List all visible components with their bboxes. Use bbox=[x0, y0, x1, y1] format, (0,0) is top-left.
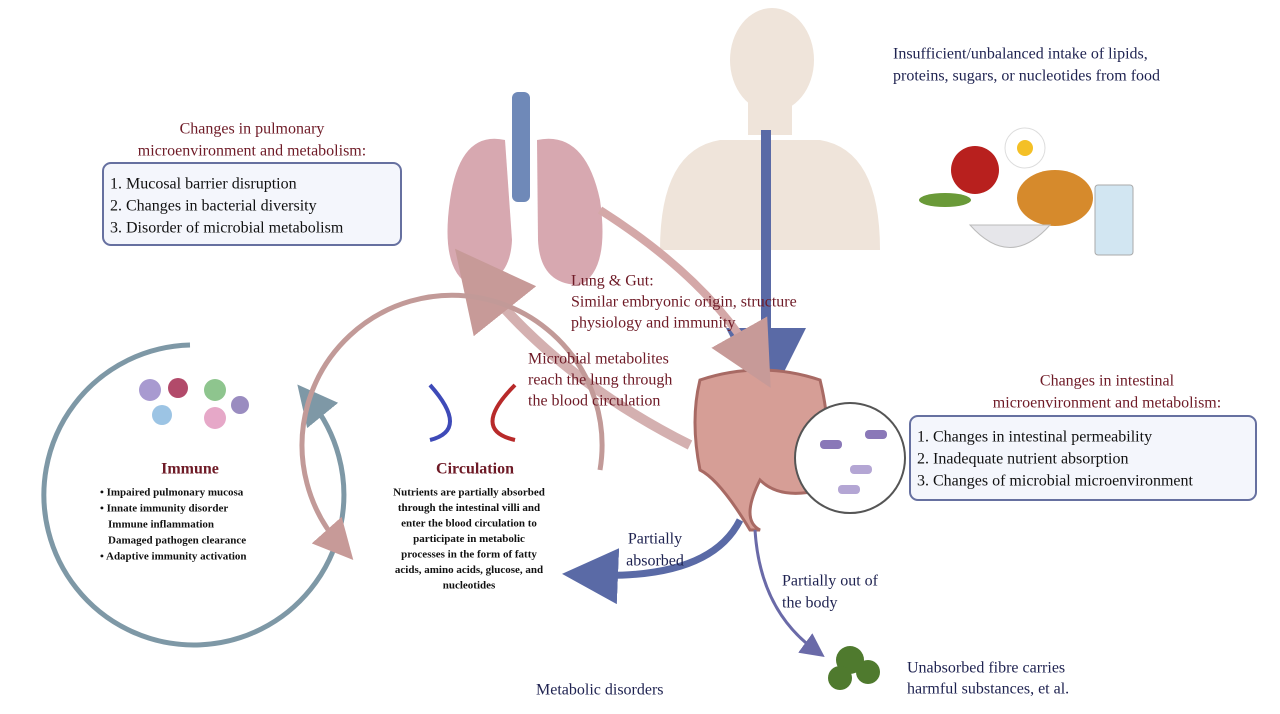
intestinal-item: 2. Inadequate nutrient absorption bbox=[917, 451, 1129, 468]
vessels bbox=[428, 383, 517, 442]
pulmonary-item: 1. Mucosal barrier disruption bbox=[110, 176, 297, 193]
circulation-line: Nutrients are partially absorbed bbox=[393, 487, 545, 499]
intestinal-item: 3. Changes of microbial microenvironment bbox=[917, 473, 1193, 490]
footer-label: Metabolic disorders bbox=[536, 682, 664, 699]
circulation-line: nucleotides bbox=[443, 580, 496, 592]
lungs bbox=[447, 92, 603, 285]
intestinal-box bbox=[909, 415, 1257, 501]
metabolites-text: Microbial metabolites bbox=[528, 351, 669, 368]
immune-title: Immune bbox=[161, 461, 219, 478]
circulation-cycle bbox=[299, 292, 605, 560]
immune-item: Immune inflammation bbox=[108, 519, 214, 531]
intestinal-title: microenvironment and metabolism: bbox=[993, 395, 1221, 412]
lung-gut-text: physiology and immunity bbox=[571, 315, 735, 332]
circulation-text: Nutrients are partially absorbed through … bbox=[393, 487, 545, 592]
pulmonary-title: Changes in pulmonary bbox=[180, 121, 325, 138]
intestine bbox=[693, 368, 906, 532]
pulmonary-title: microenvironment and metabolism: bbox=[138, 143, 366, 160]
intestinal-title: Changes in intestinal bbox=[1040, 373, 1175, 390]
plant bbox=[828, 646, 880, 690]
immune-item: • Innate immunity disorder bbox=[100, 503, 228, 515]
fibre-text: Unabsorbed fibre carries bbox=[907, 660, 1065, 677]
out-text: the body bbox=[782, 595, 838, 612]
lung-gut-text: Similar embryonic origin, structure bbox=[571, 294, 797, 311]
circulation-line: participate in metabolic bbox=[413, 533, 525, 545]
circulation-line: enter the blood circulation to bbox=[401, 518, 537, 530]
lung-gut-text: Lung & Gut: bbox=[571, 273, 654, 290]
intestinal-item: 1. Changes in intestinal permeability bbox=[917, 429, 1152, 446]
out-text: Partially out of bbox=[782, 573, 879, 590]
circulation-line: acids, amino acids, glucose, and bbox=[395, 564, 543, 576]
food-text: proteins, sugars, or nucleotides from fo… bbox=[893, 68, 1160, 85]
immune-item: • Impaired pulmonary mucosa bbox=[100, 487, 244, 499]
pulmonary-item: 2. Changes in bacterial diversity bbox=[110, 198, 317, 215]
absorbed-arrow bbox=[562, 518, 744, 605]
immune-item: Damaged pathogen clearance bbox=[108, 535, 246, 547]
fibre-text: harmful substances, et al. bbox=[907, 681, 1069, 698]
absorbed-text: absorbed bbox=[626, 553, 684, 570]
pulmonary-box bbox=[102, 162, 402, 246]
metabolites-text: reach the lung through bbox=[528, 372, 672, 389]
out-arrow bbox=[753, 529, 825, 658]
circulation-title: Circulation bbox=[436, 461, 514, 478]
circulation-line: processes in the form of fatty bbox=[401, 549, 537, 561]
pulmonary-item: 3. Disorder of microbial metabolism bbox=[110, 220, 344, 237]
immune-item: • Adaptive immunity activation bbox=[100, 551, 247, 563]
metabolites-text: the blood circulation bbox=[528, 393, 660, 410]
immune-cells bbox=[139, 378, 249, 429]
lung-gut-arrow bbox=[597, 206, 771, 388]
absorbed-text: Partially bbox=[628, 531, 682, 548]
circulation-line: through the intestinal villi and bbox=[398, 502, 540, 514]
food-text: Insufficient/unbalanced intake of lipids… bbox=[893, 46, 1148, 63]
food bbox=[919, 127, 1134, 256]
